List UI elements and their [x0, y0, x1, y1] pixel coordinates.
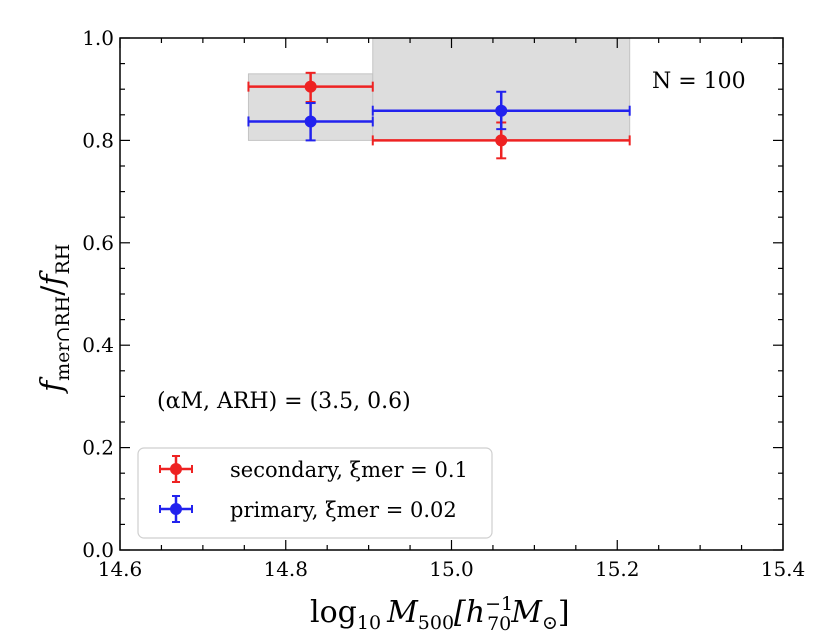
xlabel-sub10: 10 — [357, 612, 381, 634]
y-tick-label: 1.0 — [82, 26, 114, 50]
xlabel-M: M — [386, 595, 419, 630]
legend-label-secondary: secondary, ξmer = 0.1 — [230, 458, 468, 482]
ylabel-sub2: RH — [52, 244, 74, 275]
x-tick-label: 15.4 — [761, 557, 806, 581]
ylabel-sub1: mer∩RH — [52, 296, 74, 381]
legend-point — [170, 463, 182, 475]
y-tick-label: 0.4 — [82, 333, 114, 357]
data-point — [495, 104, 508, 117]
x-tick-label: 15.0 — [429, 557, 474, 581]
legend-marker-1 — [159, 495, 193, 523]
series — [247, 71, 631, 160]
xlabel-log: log — [310, 595, 357, 630]
ylabel-slash: / — [35, 285, 70, 296]
y-tick-label: 0.0 — [82, 538, 114, 562]
xlabel-sun: ⊙ — [542, 612, 558, 634]
n-annotation: N = 100 — [652, 69, 746, 94]
x-tick-label: 14.6 — [98, 557, 143, 581]
legend: secondary, ξmer = 0.1 primary, ξmer = 0.… — [137, 447, 493, 539]
xlabel-M2: M — [510, 595, 543, 630]
xlabel-sup: −1 — [485, 593, 513, 615]
y-tick-labels: 0.0 0.2 0.4 0.6 0.8 1.0 — [82, 26, 114, 562]
y-tick-label: 0.6 — [82, 231, 114, 255]
legend-markers — [159, 455, 193, 523]
legend-box — [137, 447, 493, 539]
xlabel-sub70: 70 — [487, 613, 511, 635]
data-point — [495, 134, 508, 147]
x-axis-label: log10 M500[h−1 70M⊙] — [310, 593, 570, 635]
params-annotation: (αM, ARH) = (3.5, 0.6) — [157, 389, 411, 414]
y-tick-label: 0.8 — [82, 128, 114, 152]
legend-label-primary: primary, ξmer = 0.02 — [230, 498, 457, 522]
y-axis-label: fmer∩RH/fRH — [35, 244, 74, 394]
xlabel-bracket: [h — [454, 595, 485, 630]
xlabel-close: ] — [558, 595, 570, 630]
series-1 — [247, 90, 631, 142]
x-tick-label: 15.2 — [595, 557, 640, 581]
x-tick-labels: 14.6 14.8 15.0 15.2 15.4 — [98, 557, 806, 581]
legend-marker-0 — [159, 455, 193, 483]
y-tick-label: 0.2 — [82, 436, 114, 460]
data-point — [304, 80, 317, 93]
xlabel-sub500: 500 — [418, 612, 454, 634]
legend-point — [170, 503, 182, 515]
x-tick-label: 14.8 — [263, 557, 308, 581]
plot-frame — [119, 37, 784, 551]
data-point — [304, 115, 317, 128]
